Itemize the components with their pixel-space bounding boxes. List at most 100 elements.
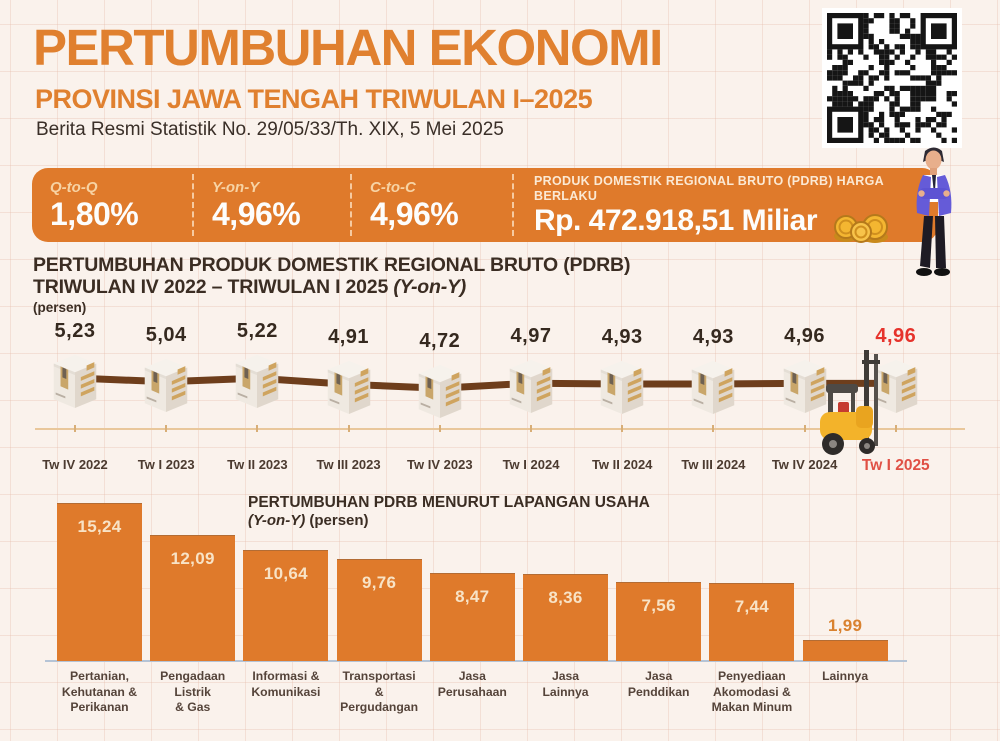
summary-banner: Q-to-Q 1,80% Y-on-Y 4,96% C-to-C 4,96% P… bbox=[32, 168, 938, 242]
bar bbox=[523, 574, 608, 661]
line-x-label: Tw I 2025 bbox=[861, 457, 930, 474]
axis-tick bbox=[530, 425, 532, 432]
bar bbox=[709, 583, 795, 661]
bar bbox=[429, 573, 515, 661]
package-box-icon bbox=[692, 360, 735, 414]
stat-value: 4,96% bbox=[212, 196, 301, 233]
package-box-icon bbox=[327, 361, 370, 415]
line-chart-baseline bbox=[35, 428, 965, 430]
line-chart-unit: (persen) bbox=[33, 299, 87, 315]
stat-value: 1,80% bbox=[50, 196, 139, 233]
stat-label: Q-to-Q bbox=[50, 178, 98, 196]
divider bbox=[350, 174, 352, 236]
qr-code-icon bbox=[822, 8, 962, 148]
line-value-label: 4,97 bbox=[510, 325, 552, 348]
stat-value: 4,96% bbox=[370, 196, 459, 233]
divider bbox=[192, 174, 194, 236]
axis-tick bbox=[347, 425, 350, 432]
line-x-label: Tw I 2024 bbox=[502, 457, 560, 472]
package-box-icon bbox=[783, 360, 826, 414]
line-chart: 5,23 5,04 5,22 4,91 bbox=[29, 308, 971, 463]
axis-tick bbox=[256, 425, 259, 432]
bar bbox=[150, 535, 236, 661]
axis-tick bbox=[894, 425, 897, 432]
axis-tick bbox=[621, 425, 624, 432]
package-box-icon bbox=[600, 360, 644, 414]
line-value-label: 4,96 bbox=[875, 325, 917, 348]
line-x-label: Tw II 2023 bbox=[227, 457, 288, 472]
line-x-label: Tw II 2024 bbox=[591, 457, 653, 472]
line-value-label: 4,93 bbox=[601, 326, 643, 348]
bar bbox=[336, 559, 422, 661]
bar-category-label: Pengadaan Listrik & Gas bbox=[160, 669, 226, 715]
line-x-label: Tw IV 2022 bbox=[42, 457, 108, 472]
bar-chart: 15,24 Pertanian, Kehutanan & Perikanan 12,… bbox=[45, 495, 915, 741]
line-value-label: 4,91 bbox=[328, 326, 370, 349]
package-box-icon bbox=[144, 358, 188, 412]
package-box-icon bbox=[874, 360, 918, 414]
pdrb-label: PRODUK DOMESTIK REGIONAL BRUTO (PDRB) HA… bbox=[534, 174, 884, 204]
businessman-illustration bbox=[916, 147, 952, 276]
package-box-icon bbox=[418, 365, 462, 419]
line-x-label: Tw I 2023 bbox=[137, 457, 195, 472]
bar-chart-title: PERTUMBUHAN PDRB MENURUT LAPANGAN USAHA … bbox=[248, 493, 650, 531]
bar-value-label: 9,76 bbox=[361, 573, 397, 592]
stat-q-to-q: Q-to-Q 1,80% bbox=[32, 168, 192, 242]
bar-value-label: 7,44 bbox=[734, 597, 770, 616]
stat-y-on-y: Y-on-Y 4,96% bbox=[194, 168, 350, 242]
line-x-label: Tw III 2023 bbox=[316, 457, 381, 472]
page-title: PERTUMBUHAN EKONOMI bbox=[33, 19, 663, 76]
bar-category-label: Informasi & Komunikasi bbox=[251, 669, 321, 699]
axis-tick bbox=[712, 425, 715, 432]
bar-category-label: Jasa Lainnya bbox=[542, 669, 589, 699]
line-x-label: Tw III 2024 bbox=[681, 457, 746, 472]
bar-value-label: 1,99 bbox=[827, 616, 863, 635]
bar-value-label: 10,64 bbox=[263, 564, 308, 583]
stat-c-to-c: C-to-C 4,96% bbox=[352, 168, 512, 242]
line-chart-heading-line1: PERTUMBUHAN PRODUK DOMESTIK REGIONAL BRU… bbox=[33, 254, 631, 276]
stat-label: Y-on-Y bbox=[212, 178, 260, 196]
bar-value-label: 7,56 bbox=[641, 596, 676, 615]
line-chart-x-labels: Tw IV 2022 Tw I 2023 Tw II 2023 Tw III 2023… bbox=[29, 457, 971, 479]
package-box-icon bbox=[509, 360, 553, 414]
line-x-label: Tw IV 2023 bbox=[407, 457, 473, 472]
page-subtitle: PROVINSI JAWA TENGAH TRIWULAN I–2025 bbox=[35, 84, 593, 114]
bar-chart-title-line2: (Y-on-Y) (persen) bbox=[248, 512, 369, 530]
bar-chart-baseline bbox=[45, 660, 907, 662]
line-chart-wire bbox=[74, 374, 896, 392]
bar-value-label: 12,09 bbox=[170, 549, 215, 568]
bar-value-label: 8,36 bbox=[548, 588, 583, 607]
line-value-label: 5,22 bbox=[236, 320, 278, 343]
line-chart-heading: PERTUMBUHAN PRODUK DOMESTIK REGIONAL BRU… bbox=[33, 254, 630, 315]
bar bbox=[802, 640, 888, 661]
bar-category-label: Lainnya bbox=[822, 669, 869, 683]
divider bbox=[512, 174, 514, 236]
package-box-icon bbox=[236, 355, 279, 409]
line-value-label: 4,93 bbox=[692, 326, 734, 348]
gold-coins-icon bbox=[834, 214, 888, 243]
bar bbox=[616, 582, 702, 661]
bar-category-label: Penyediaan Akomodasi & Makan Minum bbox=[711, 669, 793, 715]
line-value-label: 5,04 bbox=[145, 323, 187, 346]
axis-tick bbox=[803, 425, 806, 432]
bar-category-label: Transportasi & Pergudangan bbox=[340, 669, 419, 715]
pdrb-value: Rp. 472.918,51 Miliar bbox=[534, 204, 818, 238]
bar-category-label: Pertanian, Kehutanan & Perikanan bbox=[61, 669, 138, 715]
stat-label: C-to-C bbox=[370, 178, 416, 196]
release-info: Berita Resmi Statistik No. 29/05/33/Th. … bbox=[36, 119, 504, 140]
bar bbox=[243, 550, 329, 661]
bar-value-label: 15,24 bbox=[77, 517, 122, 536]
bar-category-label: Jasa Perusahaan bbox=[437, 669, 507, 699]
line-value-label: 4,72 bbox=[419, 330, 461, 353]
package-box-icon bbox=[53, 354, 97, 408]
axis-tick bbox=[438, 425, 441, 432]
yony-note: (Y-on-Y) bbox=[393, 276, 467, 299]
bar-category-label: Jasa Penddikan bbox=[627, 669, 690, 699]
line-x-label: Tw IV 2024 bbox=[771, 457, 838, 472]
bar-value-label: 8,47 bbox=[455, 587, 490, 606]
bar bbox=[57, 503, 142, 661]
stat-pdrb: PRODUK DOMESTIK REGIONAL BRUTO (PDRB) HA… bbox=[514, 168, 938, 242]
line-chart-heading-line2: TRIWULAN IV 2022 – TRIWULAN I 2025 (Y-on… bbox=[33, 276, 467, 299]
bar-chart-title-line1: PERTUMBUHAN PDRB MENURUT LAPANGAN USAHA bbox=[248, 494, 650, 511]
